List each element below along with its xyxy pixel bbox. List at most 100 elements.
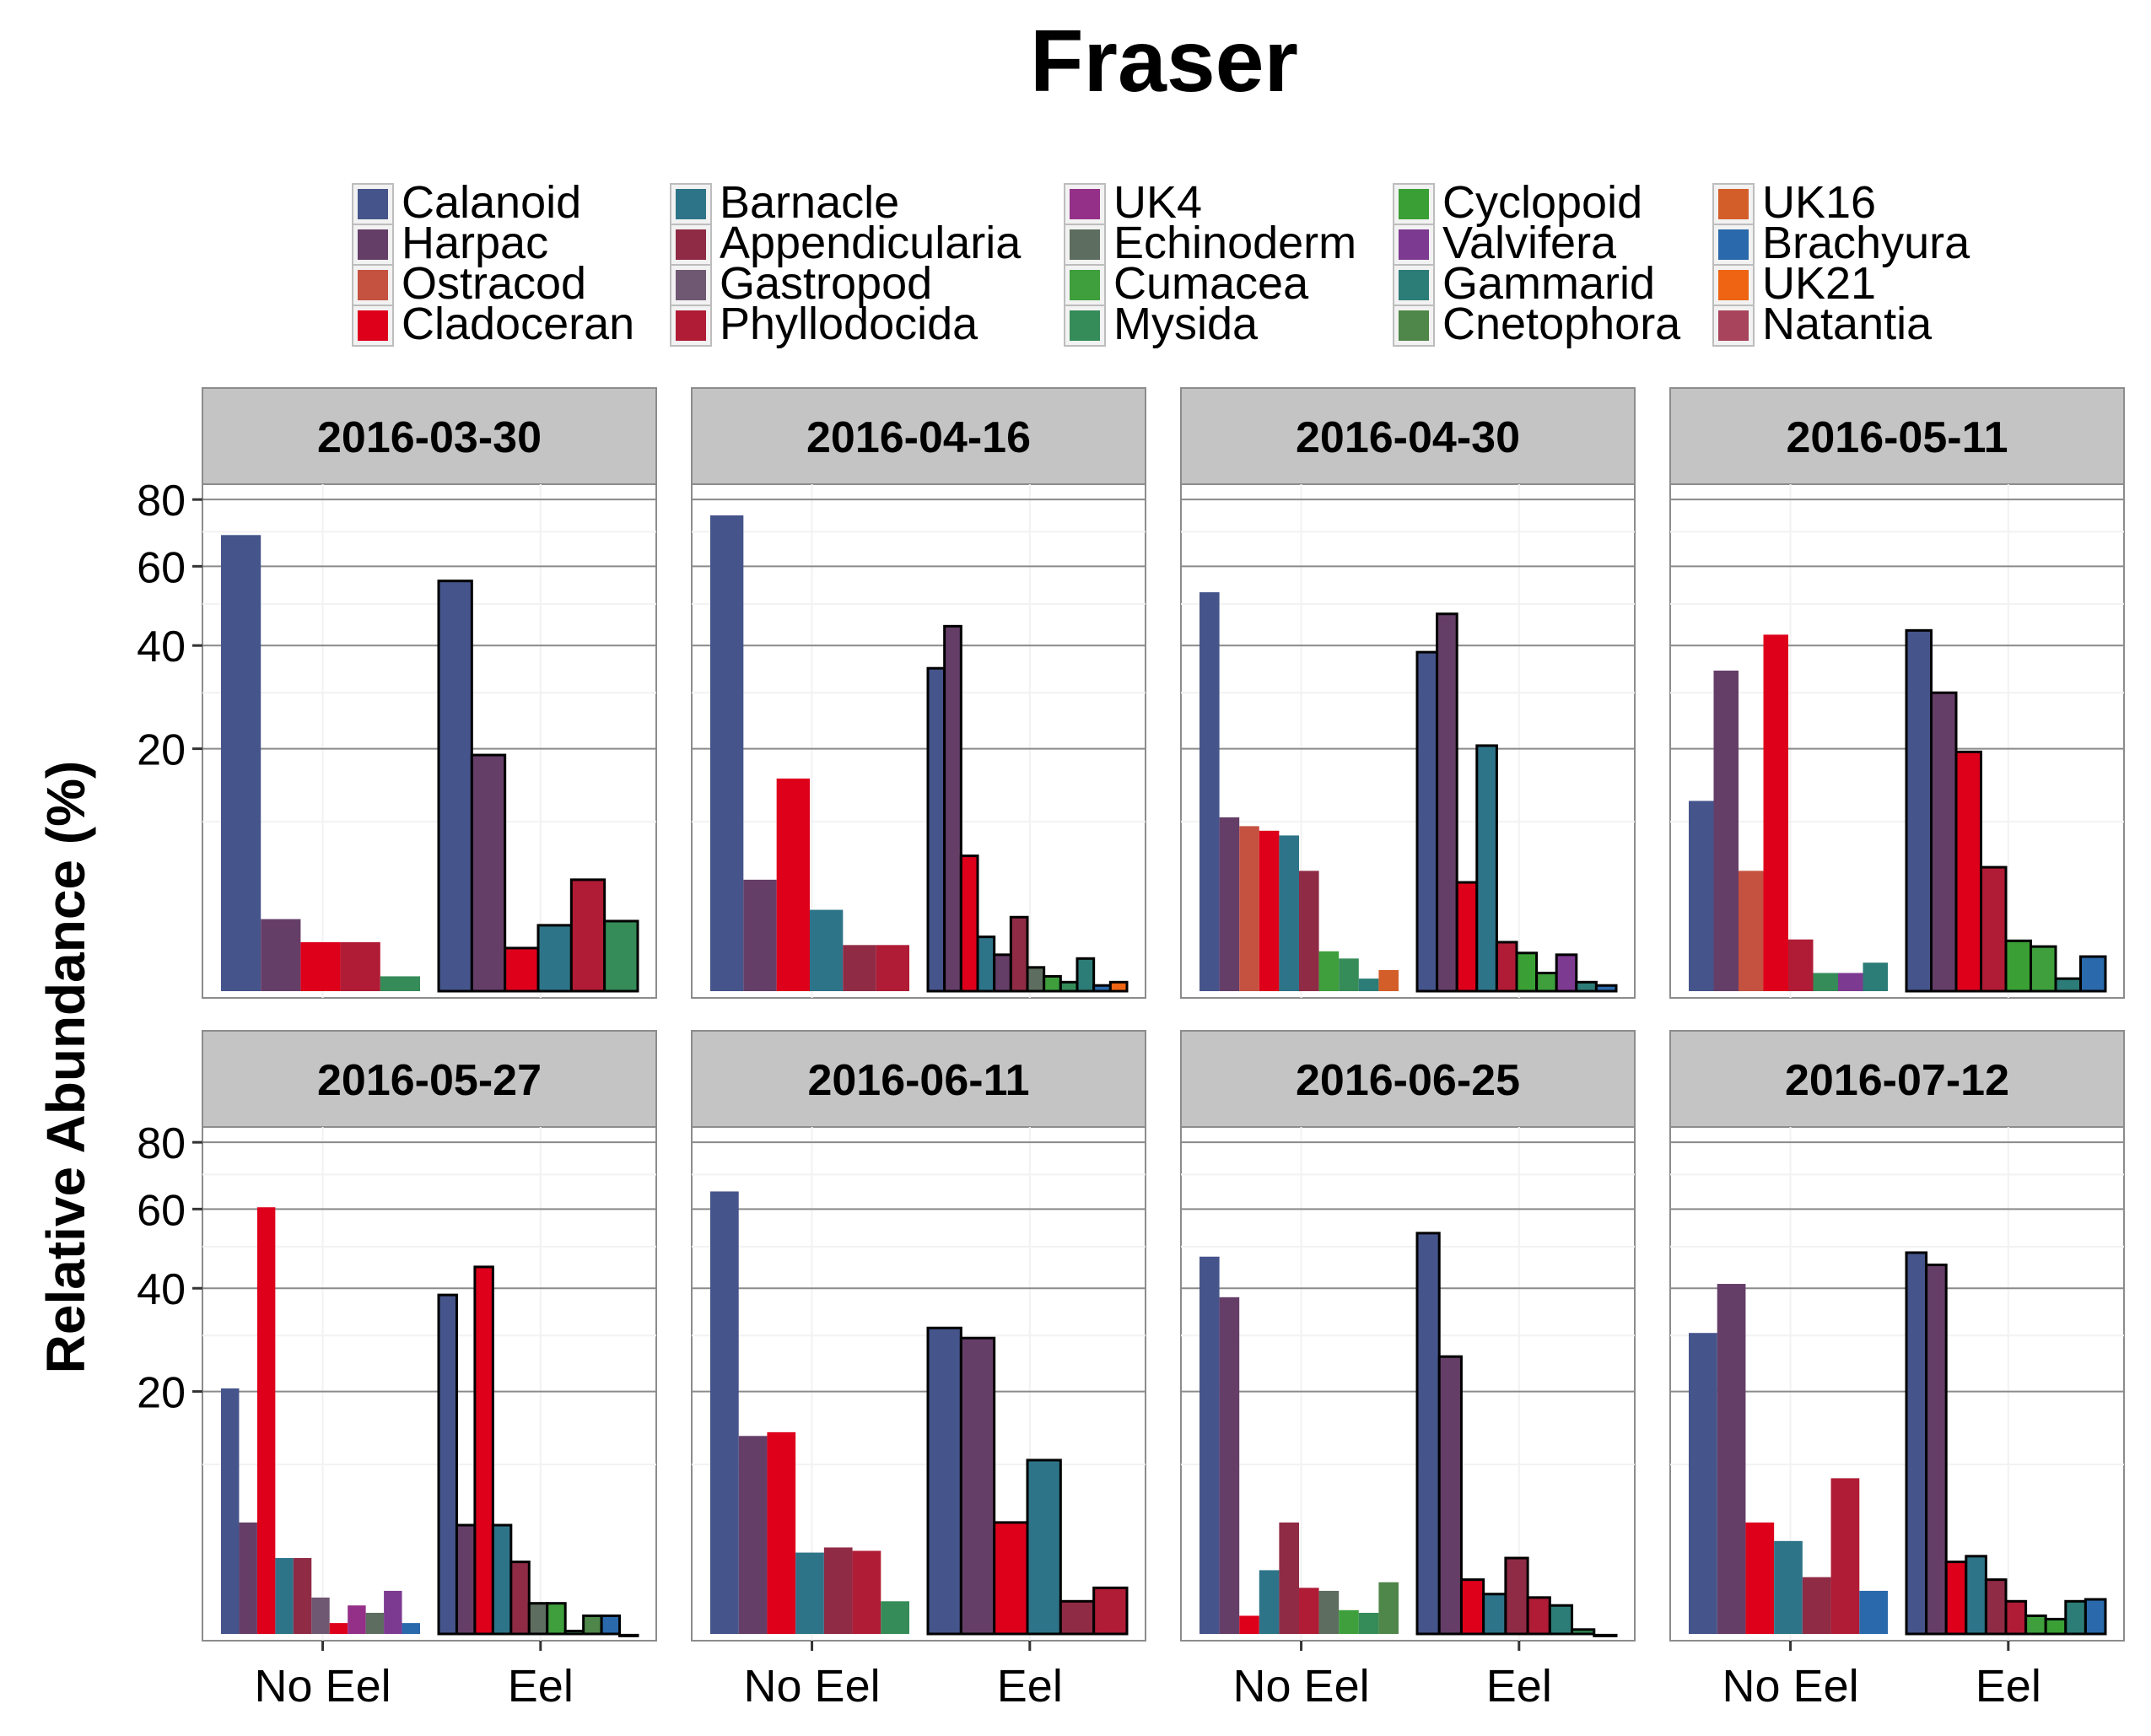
- legend-swatch-uk4: [1070, 189, 1100, 219]
- bar-no-eel-ostracod: [1739, 871, 1764, 991]
- panel-2016-05-27: 2016-05-27 20 40 60 80 No Eel Eel: [137, 1030, 657, 1712]
- bar-eel-phyllodocida: [2004, 1599, 2028, 1636]
- legend-label-ostracod: Ostracod: [402, 258, 586, 309]
- bar-eel-brachyura: [1092, 984, 1112, 993]
- bar-no-eel-harpac: [1713, 671, 1739, 991]
- legend-swatch-barnacle: [676, 189, 706, 219]
- bar-no-eel-appendicularia: [843, 945, 876, 991]
- strip-2016-05-27: [202, 1030, 657, 1128]
- bar-no-eel-calanoid: [710, 515, 744, 991]
- y-tick-label-40: 40: [137, 1265, 186, 1314]
- legend-label-cnetophora: Cnetophora: [1442, 299, 1681, 349]
- bar-eel-gammarid: [1548, 1604, 1574, 1636]
- x-tick-label-no-eel: No Eel: [1233, 1661, 1370, 1712]
- legend-swatch-appendicularia: [676, 229, 706, 260]
- bar-no-eel-uk4: [348, 1605, 366, 1634]
- bar-no-eel-uk16: [1378, 969, 1399, 991]
- bar-eel-cumacea: [546, 1602, 567, 1636]
- bar-eel-harpac: [993, 953, 1012, 993]
- bar-eel-echinoderm: [527, 1602, 549, 1636]
- bar-no-eel-cladoceran: [1763, 634, 1788, 991]
- bar-no-eel-calanoid: [1199, 592, 1220, 991]
- bar-eel-phyllodocida: [569, 878, 606, 993]
- bar-no-eel-calanoid: [221, 535, 261, 991]
- bar-no-eel-mysida: [380, 976, 420, 991]
- facet-panels: 2016-03-30 20 40 60 80 2016-04-16 2016-04-30 20…: [137, 387, 2125, 1712]
- bar-eel-phyllodocida: [1526, 1596, 1551, 1636]
- bar-eel-brachyura: [1593, 1633, 1618, 1637]
- bar-no-eel-cladoceran: [1239, 1615, 1259, 1634]
- bar-no-eel-barnacle: [795, 1552, 824, 1634]
- panel-2016-05-11: 2016-05-11: [1669, 387, 2125, 999]
- legend-swatch-phyllodocida: [676, 310, 706, 341]
- bar-no-eel-valvifera: [384, 1590, 402, 1634]
- bar-no-eel-phyllodocida: [876, 945, 909, 991]
- bar-eel-cumacea: [1535, 971, 1558, 993]
- bar-no-eel-harpac: [1219, 817, 1240, 991]
- bar-eel-phyllodocida: [1495, 941, 1518, 993]
- bar-eel-appendicularia: [1504, 1556, 1529, 1636]
- bar-eel-calanoid: [926, 1326, 962, 1636]
- bar-no-eel-echinoderm: [365, 1612, 385, 1634]
- bar-eel-barnacle: [976, 935, 996, 993]
- y-tick-label-60: 60: [137, 1186, 186, 1235]
- x-tick-label-no-eel: No Eel: [1722, 1661, 1859, 1712]
- x-tick-label-eel: Eel: [1486, 1661, 1552, 1712]
- bar-eel-cyclopoid: [1515, 952, 1539, 993]
- bar-eel-harpac: [959, 1336, 996, 1636]
- bar-eel-mysida: [603, 919, 639, 993]
- bar-no-eel-cumacea: [1339, 1609, 1359, 1634]
- bar-eel-cladoceran: [1455, 881, 1479, 993]
- bar-eel-cladoceran: [504, 946, 540, 993]
- panel-2016-04-30: 2016-04-30: [1180, 387, 1636, 999]
- panel-2016-03-30: 2016-03-30 20 40 60 80: [137, 387, 657, 999]
- bar-no-eel-cumacea: [1318, 951, 1340, 991]
- bar-eel-cyclopoid: [2044, 1617, 2067, 1636]
- legend-label-cladoceran: Cladoceran: [402, 299, 634, 349]
- bar-eel-cyclopoid: [2004, 939, 2032, 993]
- bar-eel-brachyura: [600, 1614, 622, 1636]
- legend-swatch-uk16: [1718, 189, 1749, 219]
- bar-no-eel-cladoceran: [776, 778, 810, 991]
- bar-no-eel-harpac: [743, 879, 777, 991]
- x-tick-label-no-eel: No Eel: [744, 1661, 881, 1712]
- bar-no-eel-cladoceran: [256, 1207, 276, 1634]
- x-tick-label-eel: Eel: [508, 1661, 574, 1712]
- strip-2016-04-30: [1180, 387, 1636, 485]
- strip-label-2016-05-27: 2016-05-27: [317, 1056, 542, 1105]
- bar-eel-calanoid: [437, 580, 473, 993]
- bar-no-eel-phyllodocida: [852, 1550, 881, 1634]
- bar-eel-phyllodocida: [618, 1633, 639, 1637]
- bar-eel-appendicularia: [1984, 1578, 2008, 1636]
- y-tick-label-20: 20: [137, 726, 186, 775]
- bar-no-eel-cnetophora: [1378, 1582, 1399, 1634]
- legend-label-cyclopoid: Cyclopoid: [1442, 177, 1642, 228]
- legend-label-harpac: Harpac: [402, 218, 548, 268]
- bar-eel-gammarid: [2064, 1599, 2087, 1636]
- bar-no-eel-barnacle: [1774, 1540, 1803, 1634]
- bar-no-eel-mysida: [1358, 1612, 1379, 1634]
- bar-no-eel-cladoceran: [767, 1431, 796, 1634]
- y-tick-label-20: 20: [137, 1369, 186, 1418]
- bar-eel-cladoceran: [1954, 750, 1982, 993]
- panel-background-2016-06-25: [1180, 1126, 1636, 1642]
- x-tick-label-eel: Eel: [997, 1661, 1063, 1712]
- bar-no-eel-mysida: [1339, 958, 1359, 991]
- bar-eel-cladoceran: [1944, 1561, 1968, 1636]
- bar-no-eel-brachyura: [402, 1623, 420, 1634]
- bar-no-eel-gammarid: [1863, 962, 1888, 991]
- legend-label-echinoderm: Echinoderm: [1113, 218, 1356, 268]
- bar-no-eel-gammarid: [1358, 979, 1379, 991]
- legend-label-barnacle: Barnacle: [720, 177, 899, 228]
- legend-swatch-calanoid: [358, 189, 388, 219]
- bar-eel-gammarid: [1076, 957, 1096, 993]
- bar-no-eel-barnacle: [1259, 1570, 1280, 1634]
- y-tick-label-80: 80: [137, 1119, 186, 1168]
- bar-eel-harpac: [1925, 1263, 1948, 1636]
- bar-eel-brachyura: [2084, 1598, 2107, 1636]
- bar-eel-calanoid: [1905, 1251, 1928, 1636]
- bar-no-eel-calanoid: [1689, 801, 1714, 991]
- bar-eel-harpac: [455, 1523, 477, 1636]
- bar-eel-mysida: [1571, 1628, 1596, 1636]
